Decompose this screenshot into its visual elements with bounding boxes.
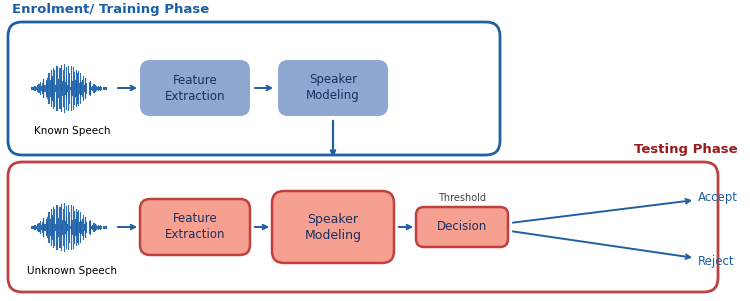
Text: Reject: Reject <box>698 255 734 268</box>
Text: Feature
Extraction: Feature Extraction <box>165 73 225 103</box>
FancyBboxPatch shape <box>140 199 250 255</box>
Text: Unknown Speech: Unknown Speech <box>27 266 117 276</box>
Text: Speaker
Modeling: Speaker Modeling <box>304 213 361 241</box>
FancyBboxPatch shape <box>272 191 394 263</box>
FancyBboxPatch shape <box>8 162 718 292</box>
Text: Enrolment/ Training Phase: Enrolment/ Training Phase <box>12 3 209 16</box>
Text: Speaker
Modeling: Speaker Modeling <box>306 73 360 103</box>
Text: Threshold: Threshold <box>438 193 486 203</box>
Text: Feature
Extraction: Feature Extraction <box>165 213 225 241</box>
Text: Testing Phase: Testing Phase <box>634 143 738 156</box>
Text: Accept: Accept <box>698 191 738 203</box>
Text: Decision: Decision <box>436 221 488 234</box>
FancyBboxPatch shape <box>278 60 388 116</box>
FancyBboxPatch shape <box>140 60 250 116</box>
Text: Known Speech: Known Speech <box>34 126 110 136</box>
FancyBboxPatch shape <box>8 22 500 155</box>
FancyBboxPatch shape <box>416 207 508 247</box>
